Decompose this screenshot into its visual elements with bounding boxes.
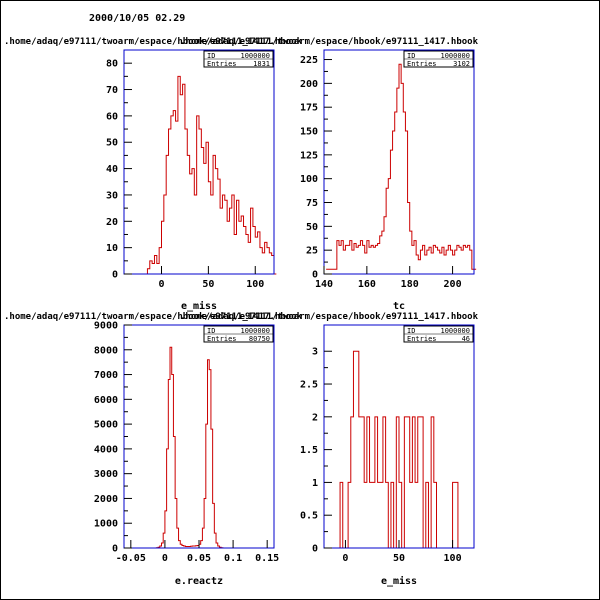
- stats-id-label: ID: [207, 52, 215, 60]
- x-tick-label: 100: [246, 279, 264, 290]
- y-tick-label: 60: [106, 111, 118, 122]
- stats-id-value: 1000000: [240, 327, 270, 335]
- y-tick-label: 1000: [94, 519, 118, 530]
- y-tick-label: 6000: [94, 395, 118, 406]
- y-tick-label: 30: [106, 190, 118, 201]
- y-tick-label: 10: [106, 243, 118, 254]
- y-tick-label: 50: [106, 138, 118, 149]
- y-tick-label: 75: [306, 198, 318, 209]
- x-tick-label: 50: [202, 279, 214, 290]
- plot-title: .home/adaq/e97111/twoarm/espace/hbook/e9…: [180, 37, 479, 47]
- x-axis-label: e_miss: [381, 575, 417, 587]
- x-tick-label: 180: [401, 279, 419, 290]
- y-tick-label: 3: [312, 347, 318, 358]
- stats-id-value: 1000000: [240, 52, 270, 60]
- y-tick-label: 0: [312, 270, 318, 281]
- x-tick-label: 0.15: [255, 553, 279, 564]
- y-tick-label: 1: [312, 478, 318, 489]
- histogram-3-bins: [124, 346, 274, 549]
- stats-entries-label: Entries: [407, 60, 437, 68]
- plot-title: .home/adaq/e97111/twoarm/espace/hbook/e9…: [180, 312, 479, 322]
- stats-entries-value: 80750: [249, 335, 270, 343]
- y-tick-label: 0.5: [300, 511, 318, 522]
- x-axis-label: e.reactz: [175, 576, 223, 587]
- x-tick-label: 0: [162, 553, 168, 564]
- y-tick-label: 8000: [94, 345, 118, 356]
- stats-entries-value: 1831: [253, 60, 270, 68]
- x-tick-label: -0.05: [116, 553, 146, 564]
- x-tick-label: 50: [393, 553, 405, 564]
- x-axis-label: e_miss: [181, 300, 217, 312]
- x-tick-label: 200: [444, 279, 462, 290]
- stats-id-value: 1000000: [440, 52, 470, 60]
- stats-entries-value: 46: [462, 335, 470, 343]
- x-tick-label: 100: [444, 553, 462, 564]
- y-tick-label: 3000: [94, 469, 118, 480]
- plot-frame-1: [123, 49, 275, 275]
- y-tick-label: 175: [300, 103, 318, 114]
- y-tick-label: 70: [106, 85, 118, 96]
- stats-id-label: ID: [407, 52, 415, 60]
- y-tick-label: 4000: [94, 444, 118, 455]
- x-tick-label: 0: [158, 279, 164, 290]
- plot-frame-3: [123, 324, 275, 549]
- stats-id-value: 1000000: [440, 327, 470, 335]
- y-tick-label: 0: [112, 270, 118, 281]
- y-tick-label: 9000: [94, 321, 118, 332]
- stats-entries-label: Entries: [207, 60, 237, 68]
- stats-entries-label: Entries: [207, 335, 237, 343]
- stats-entries-value: 3102: [453, 60, 470, 68]
- plot-frame-2: [323, 49, 475, 275]
- y-tick-label: 1.5: [300, 445, 318, 456]
- y-tick-label: 5000: [94, 420, 118, 431]
- x-axis-label: tc: [393, 301, 405, 312]
- y-tick-label: 2.5: [300, 380, 318, 391]
- plot-title: .home/adaq/e97111/twoarm/espace/hbook/e9…: [4, 37, 303, 47]
- stats-id-label: ID: [207, 327, 215, 335]
- x-tick-label: 140: [315, 279, 333, 290]
- stats-id-label: ID: [407, 327, 415, 335]
- y-tick-label: 50: [306, 222, 318, 233]
- histogram-1-bins: [124, 75, 277, 275]
- y-tick-label: 20: [106, 217, 118, 228]
- y-tick-label: 125: [300, 150, 318, 161]
- stats-entries-label: Entries: [407, 335, 437, 343]
- y-tick-label: 40: [106, 164, 118, 175]
- x-tick-label: 0: [342, 553, 348, 564]
- x-tick-label: 160: [358, 279, 376, 290]
- y-tick-label: 0: [112, 544, 118, 555]
- histogram-2-bins: [326, 63, 477, 270]
- plot-title: .home/adaq/e97111/twoarm/espace/hbook/e9…: [4, 312, 303, 322]
- y-tick-label: 25: [306, 246, 318, 257]
- y-tick-label: 2000: [94, 494, 118, 505]
- y-tick-label: 80: [106, 59, 118, 70]
- y-tick-label: 7000: [94, 370, 118, 381]
- datestamp: 2000/10/05 02.29: [89, 13, 186, 24]
- y-tick-label: 150: [300, 127, 318, 138]
- x-tick-label: 0.1: [224, 553, 242, 564]
- y-tick-label: 100: [300, 174, 318, 185]
- y-tick-label: 200: [300, 79, 318, 90]
- histogram-4-bins: [324, 350, 474, 549]
- y-tick-label: 2: [312, 412, 318, 423]
- y-tick-label: 0: [312, 544, 318, 555]
- x-tick-label: 0.05: [187, 553, 211, 564]
- y-tick-label: 225: [300, 55, 318, 66]
